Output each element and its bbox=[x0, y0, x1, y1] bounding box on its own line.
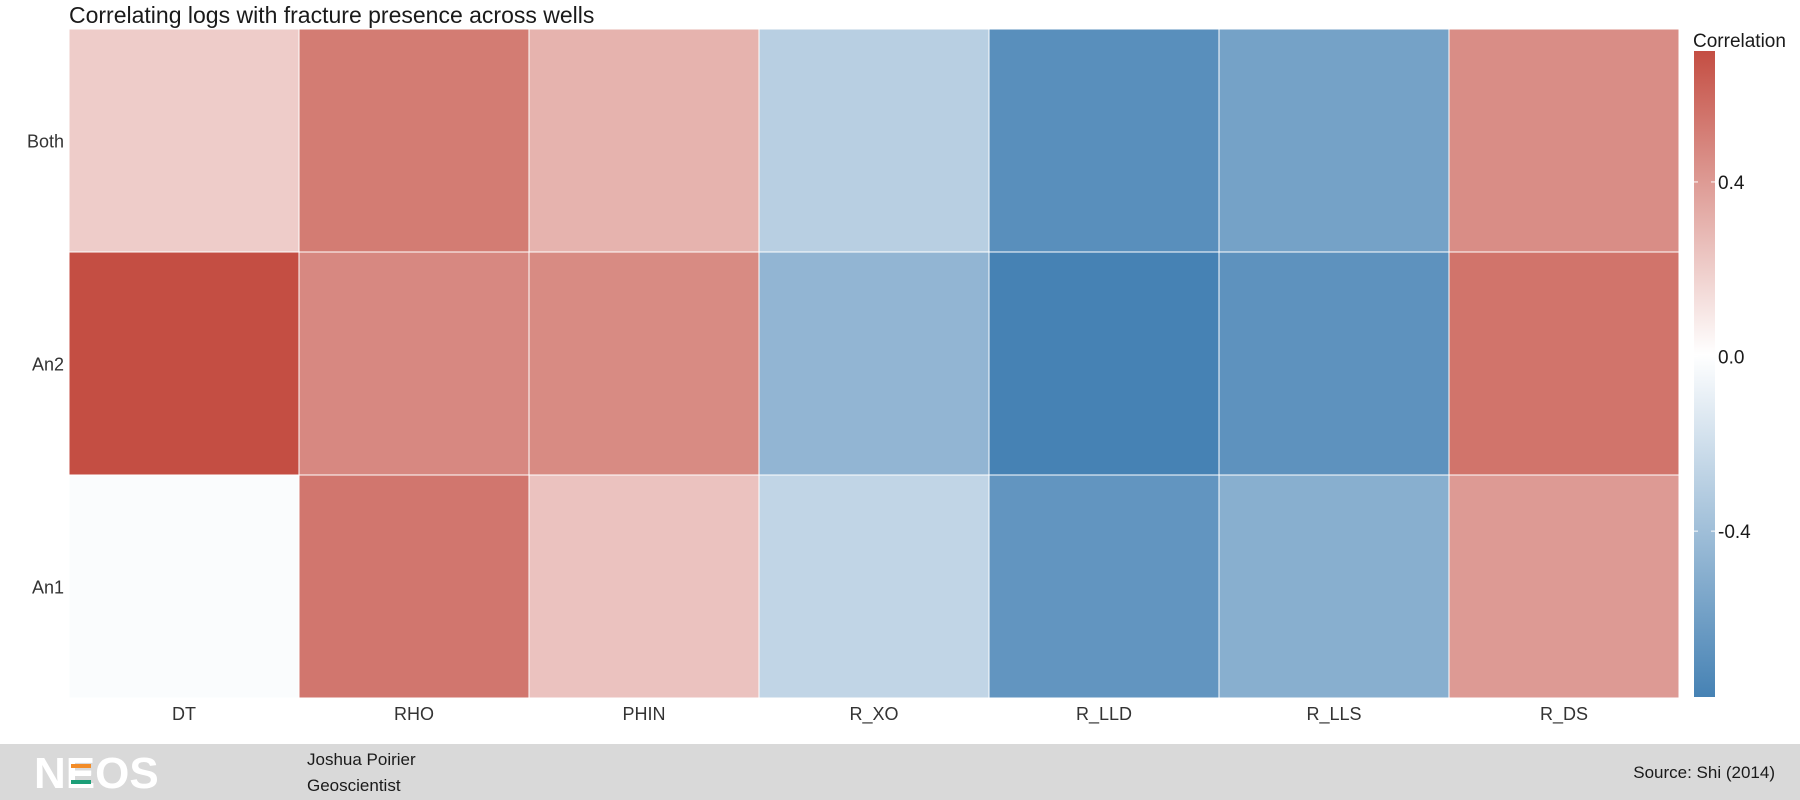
heatmap-cell bbox=[1448, 474, 1680, 699]
footer: NEOS Joshua Poirier Geoscientist Source:… bbox=[0, 744, 1800, 800]
legend-colorbar bbox=[1694, 51, 1715, 697]
x-tick-label: R_LLD bbox=[1076, 704, 1132, 725]
heatmap-cell bbox=[528, 251, 760, 476]
heatmap-cell bbox=[1218, 474, 1450, 699]
logo-text: NEOS bbox=[34, 752, 159, 792]
legend-tick-label: 0.4 bbox=[1718, 173, 1745, 194]
x-tick-label: R_XO bbox=[849, 704, 898, 725]
heatmap-cell bbox=[528, 28, 760, 253]
legend: Correlation 0.4 0.0 -0.4 bbox=[1693, 31, 1786, 697]
x-tick-label: RHO bbox=[394, 704, 434, 724]
heatmap-plot: Both An2 An1 DT RHO PHIN R_XO R_LLD R_LLS R_DS C… bbox=[27, 28, 1786, 725]
author-role: Geoscientist bbox=[307, 776, 401, 795]
x-tick-label: R_LLS bbox=[1306, 704, 1361, 725]
heatmap-cell bbox=[68, 474, 300, 699]
heatmap-cell bbox=[758, 251, 990, 476]
x-tick-label: DT bbox=[172, 704, 196, 724]
source-credit: Source: Shi (2014) bbox=[1633, 763, 1775, 782]
heatmap-cells bbox=[68, 28, 1680, 699]
heatmap-cell bbox=[1448, 28, 1680, 253]
y-tick-label: Both bbox=[27, 132, 64, 152]
heatmap-cell bbox=[1218, 251, 1450, 476]
y-axis-labels: Both An2 An1 bbox=[27, 132, 64, 598]
heatmap-cell bbox=[758, 474, 990, 699]
heatmap-cell bbox=[298, 251, 530, 476]
logo-stripe-white bbox=[71, 772, 91, 776]
logo-stripe-orange bbox=[71, 764, 91, 768]
author-name: Joshua Poirier bbox=[307, 750, 416, 769]
x-axis-labels: DT RHO PHIN R_XO R_LLD R_LLS R_DS bbox=[172, 704, 1588, 725]
heatmap-cell bbox=[528, 474, 760, 699]
heatmap-cell bbox=[988, 251, 1220, 476]
heatmap-cell bbox=[68, 251, 300, 476]
chart-title: Correlating logs with fracture presence … bbox=[69, 2, 595, 28]
legend-tick-label: 0.0 bbox=[1718, 348, 1744, 369]
heatmap-cell bbox=[1218, 28, 1450, 253]
heatmap-cell bbox=[988, 28, 1220, 253]
legend-ticks: 0.4 0.0 -0.4 bbox=[1694, 173, 1751, 543]
logo-stripe-green bbox=[71, 780, 91, 784]
x-tick-label: PHIN bbox=[622, 704, 665, 724]
heatmap-cell bbox=[68, 28, 300, 253]
heatmap-cell bbox=[988, 474, 1220, 699]
legend-title: Correlation bbox=[1693, 31, 1786, 52]
heatmap-cell bbox=[298, 474, 530, 699]
y-tick-label: An1 bbox=[32, 578, 64, 598]
heatmap-cell bbox=[758, 28, 990, 253]
y-tick-label: An2 bbox=[32, 355, 64, 375]
heatmap-cell bbox=[1448, 251, 1680, 476]
legend-tick-label: -0.4 bbox=[1718, 522, 1751, 543]
neos-logo: NEOS bbox=[34, 752, 159, 792]
x-tick-label: R_DS bbox=[1540, 704, 1588, 725]
heatmap-cell bbox=[298, 28, 530, 253]
